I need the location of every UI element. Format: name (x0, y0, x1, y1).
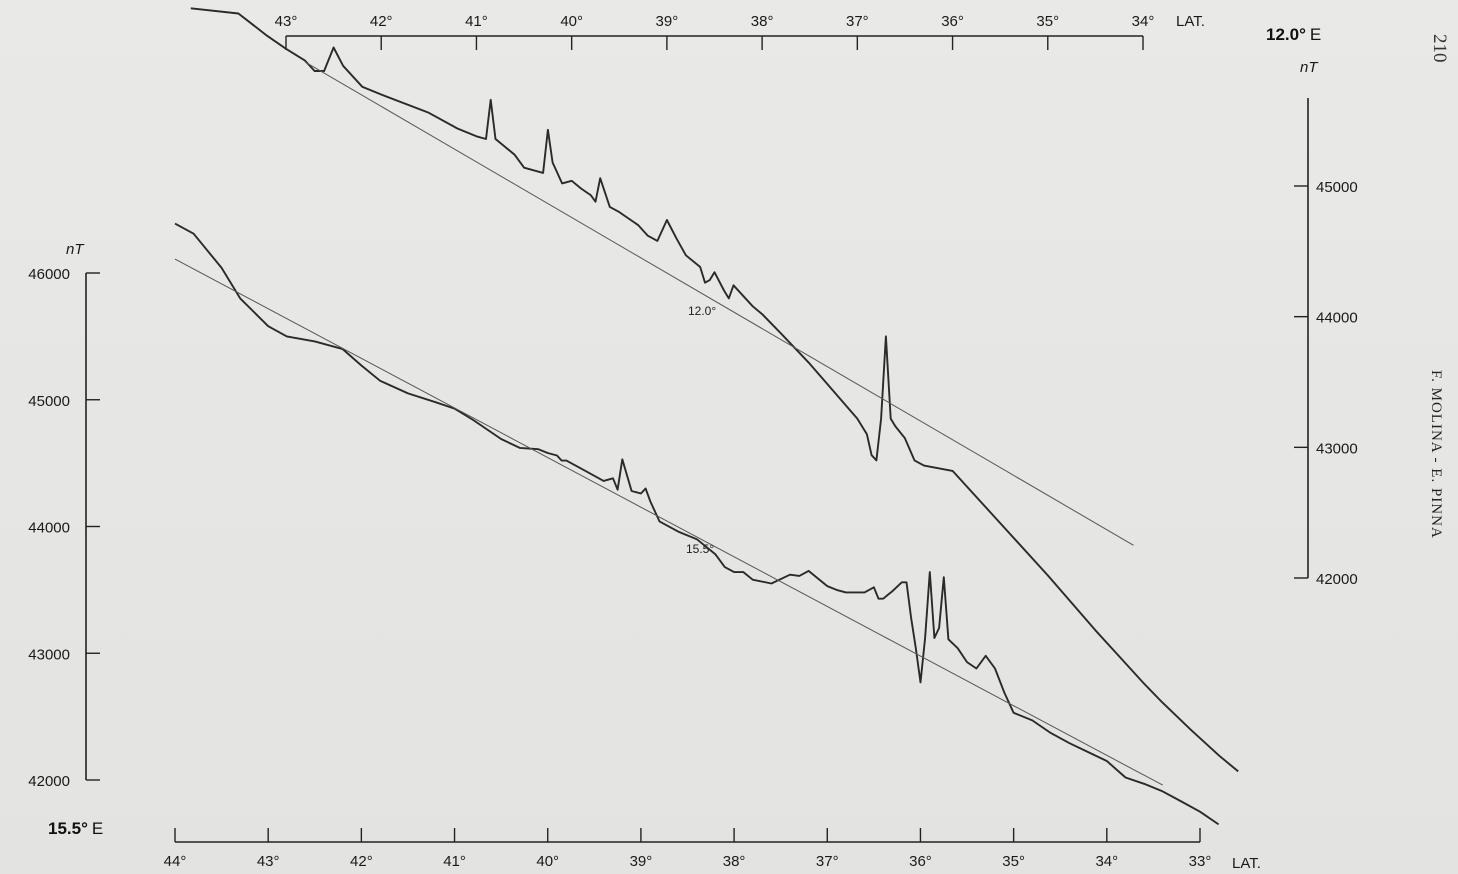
lower-x-tick-label: 39° (630, 853, 653, 870)
upper-x-tick-label: 39° (656, 13, 679, 30)
upper-y-tick-label: 42000 (1316, 571, 1358, 588)
lower-x-tick-label: 38° (723, 853, 746, 870)
upper-longitude-value: 12.0° (1266, 25, 1306, 44)
upper-x-tick-label: 34° (1132, 13, 1155, 30)
upper-x-tick-label: 35° (1036, 13, 1059, 30)
upper-y-tick-label: 43000 (1316, 440, 1358, 457)
lower-y-tick-label: 42000 (28, 773, 70, 790)
lower-y-tick-label: 46000 (28, 266, 70, 283)
upper-x-tick-label: 36° (941, 13, 964, 30)
upper-anomaly-line (190, 7, 1239, 773)
lower-x-tick-label: 36° (909, 853, 932, 870)
lower-x-tick-label: 43° (257, 853, 280, 870)
upper-longitude-suffix: E (1310, 25, 1321, 44)
lower-y-tick-label: 44000 (28, 520, 70, 537)
lower-x-tick-label: 41° (443, 853, 466, 870)
lower-x-tick-label: 44° (164, 853, 187, 870)
upper-y-tick-label: 44000 (1316, 310, 1358, 327)
lower-x-tick-label: 34° (1095, 853, 1118, 870)
lower-y-unit-label: nT (66, 241, 85, 258)
lower-anomaly-line (174, 222, 1220, 826)
lower-y-tick-label: 43000 (28, 646, 70, 663)
upper-curve-label: 12.0° (688, 304, 716, 318)
upper-x-tick-label: 38° (751, 13, 774, 30)
upper-y-unit-label: nT (1300, 59, 1319, 76)
lower-x-tick-label: 37° (816, 853, 839, 870)
lower-x-tick-label: 42° (350, 853, 373, 870)
lower-longitude-suffix: E (92, 819, 103, 838)
upper-x-tick-label: 43° (275, 13, 298, 30)
upper-y-tick-label: 45000 (1316, 179, 1358, 196)
upper-x-tick-label: 37° (846, 13, 869, 30)
upper-longitude-label: 12.0° E (1266, 25, 1321, 44)
lower-longitude-label: 15.5° E (48, 819, 103, 838)
upper-x-tick-label: 41° (465, 13, 488, 30)
lower-curve-label: 15.5° (686, 542, 714, 556)
lower-y-tick-label: 45000 (28, 393, 70, 410)
upper-x-tick-label: 40° (560, 13, 583, 30)
lower-x-tick-label: 40° (536, 853, 559, 870)
lower-trend-line (174, 258, 1163, 786)
lower-x-tick-label: 35° (1002, 853, 1025, 870)
upper-x-tick-label: 42° (370, 13, 393, 30)
lower-x-axis-label: LAT. (1232, 855, 1261, 872)
upper-trend-line (304, 61, 1134, 546)
page-number: 210 (1429, 34, 1450, 63)
lower-longitude-value: 15.5° (48, 819, 88, 838)
running-head: F. MOLINA - E. PINNA (1428, 370, 1444, 539)
upper-x-axis-label: LAT. (1176, 13, 1205, 30)
lower-x-tick-label: 33° (1189, 853, 1212, 870)
